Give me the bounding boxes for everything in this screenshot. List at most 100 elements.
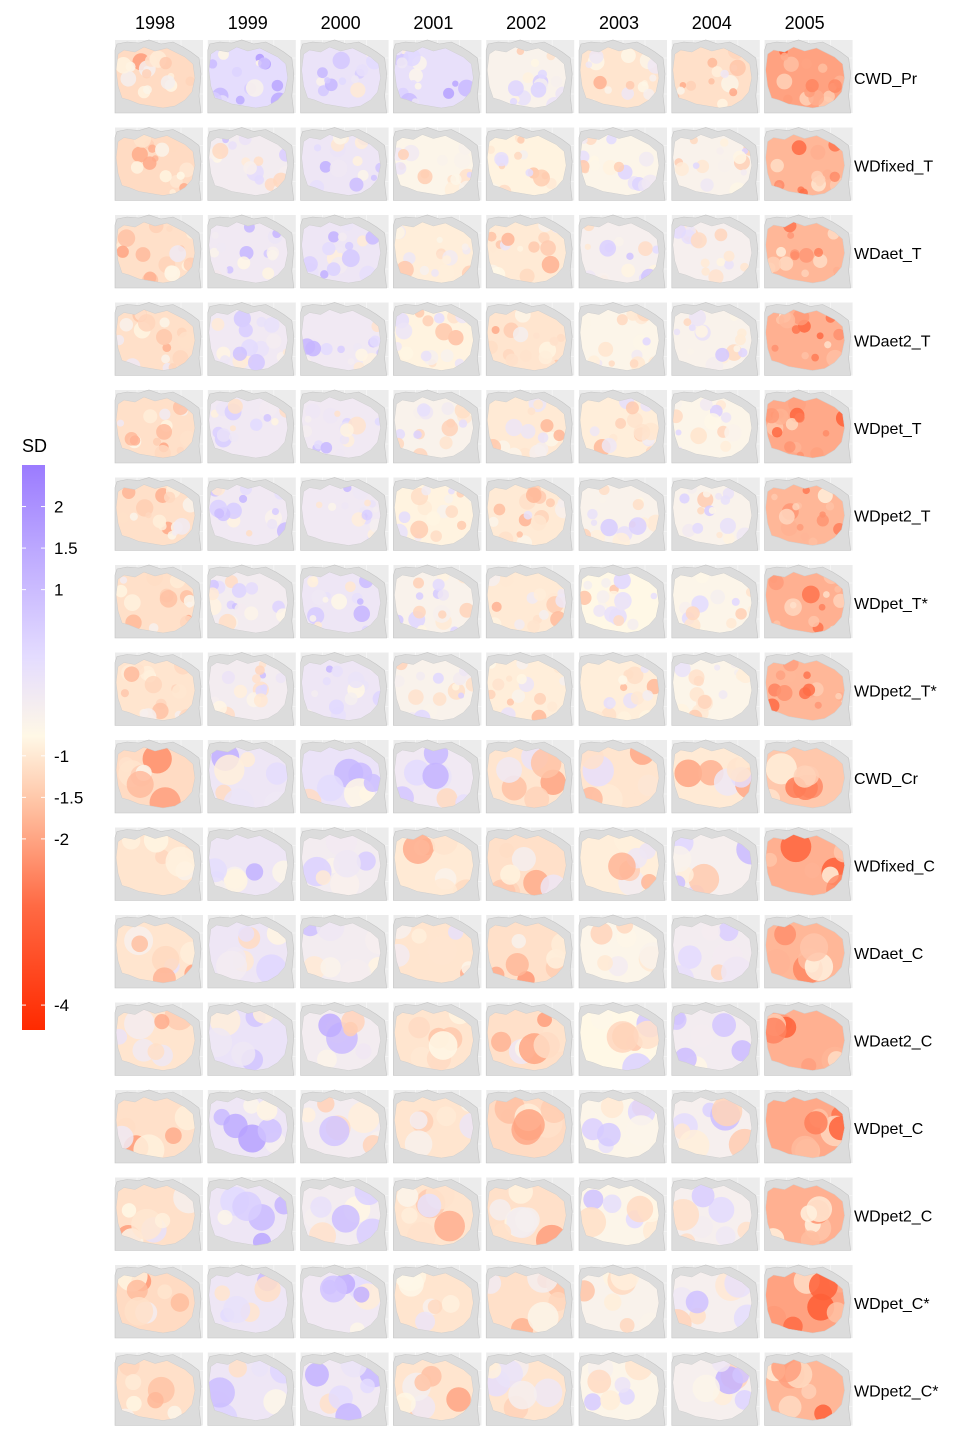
anomaly-cell <box>720 412 732 423</box>
anomaly-cell <box>135 247 151 262</box>
anomaly-cell <box>724 259 734 270</box>
anomaly-cell <box>161 354 170 364</box>
color-legend: SD 2 1.5 1 -1 -1.5 -2 -4 <box>22 436 83 1030</box>
anomaly-cell <box>439 436 453 450</box>
legend-tick-label: -1.5 <box>54 788 83 807</box>
anomaly-cell <box>152 437 162 446</box>
anomaly-cell <box>320 342 333 356</box>
map-panel <box>764 477 853 551</box>
basin-outline <box>301 134 381 196</box>
anomaly-cell <box>162 343 172 353</box>
anomaly-cell <box>488 516 499 527</box>
anomaly-cell <box>404 1130 433 1158</box>
anomaly-cell <box>154 1212 171 1229</box>
anomaly-cell <box>714 228 728 242</box>
basin-outline <box>579 659 660 721</box>
anomaly-cell <box>493 503 506 516</box>
anomaly-cell <box>530 58 540 68</box>
map-panel <box>114 1002 203 1076</box>
anomaly-cell <box>802 683 816 697</box>
map-panel <box>114 1264 203 1339</box>
basin-outline <box>765 134 845 196</box>
basin-fill <box>394 659 474 721</box>
map-panel <box>114 1352 203 1426</box>
basin-outline <box>301 1271 381 1334</box>
basin-outline <box>394 484 474 546</box>
basin-outline <box>672 484 753 546</box>
anomaly-cell <box>417 403 431 417</box>
anomaly-cell <box>631 770 659 800</box>
anomaly-cell <box>422 315 434 327</box>
anomaly-cell <box>692 1374 720 1403</box>
anomaly-cell <box>714 664 721 671</box>
anomaly-cell <box>116 1028 128 1045</box>
anomaly-cell <box>613 834 646 854</box>
anomaly-cell <box>349 177 364 192</box>
anomaly-cell <box>435 323 453 341</box>
map-panel <box>393 652 482 726</box>
anomaly-cell <box>255 665 265 676</box>
anomaly-cell <box>116 419 125 427</box>
basin-outline <box>394 1184 474 1246</box>
basin-outline <box>672 834 753 896</box>
anomaly-cell <box>625 1115 657 1146</box>
basin-outline <box>394 834 474 896</box>
anomaly-cell <box>441 419 458 437</box>
basin-outline <box>579 834 660 896</box>
anomaly-cell <box>610 1272 640 1291</box>
map-panel <box>578 827 667 901</box>
anomaly-cell <box>804 862 821 879</box>
anomaly-cell <box>252 1009 275 1024</box>
basin-outline <box>115 134 196 196</box>
basin-outline <box>579 396 660 459</box>
basin-fill <box>672 134 752 196</box>
anomaly-cell <box>650 592 658 600</box>
anomaly-cell <box>397 149 409 160</box>
anomaly-cell <box>523 510 533 520</box>
map-panel <box>114 914 203 989</box>
anomaly-cell <box>581 166 589 174</box>
anomaly-cell <box>252 1232 272 1246</box>
basin-outline <box>765 1009 845 1071</box>
basin-outline <box>301 1009 381 1071</box>
map-panel <box>671 1264 760 1339</box>
basin-outline <box>579 921 660 984</box>
map-panel <box>671 1177 760 1251</box>
anomaly-cell <box>720 495 731 505</box>
anomaly-cell <box>604 1293 622 1311</box>
basin-outline <box>115 396 196 459</box>
basin-outline <box>765 1184 845 1246</box>
basin-outline <box>301 484 381 546</box>
basin-outline <box>208 1359 289 1421</box>
anomaly-cell <box>329 159 348 178</box>
anomaly-cell <box>770 158 784 173</box>
anomaly-cell <box>245 529 253 537</box>
map-panel <box>393 827 482 901</box>
basin-outline <box>394 396 474 459</box>
anomaly-cell <box>247 354 265 371</box>
anomaly-cell <box>685 80 697 91</box>
anomaly-cell <box>690 232 707 249</box>
map-panel <box>671 1352 760 1426</box>
map-panel <box>393 1352 482 1426</box>
anomaly-cell <box>682 523 696 538</box>
anomaly-cell <box>350 82 366 98</box>
anomaly-cell <box>170 1293 190 1312</box>
anomaly-cell <box>708 269 724 283</box>
basin-outline <box>115 46 196 109</box>
basin-outline <box>672 1359 753 1421</box>
legend-tick-label: -4 <box>54 996 69 1015</box>
anomaly-cell <box>394 429 406 440</box>
anomaly-cell <box>446 1387 471 1412</box>
anomaly-cell <box>427 935 457 965</box>
anomaly-cell <box>159 317 170 328</box>
anomaly-cell <box>551 932 567 957</box>
anomaly-cell <box>126 770 154 798</box>
basin-outline <box>208 834 289 896</box>
anomaly-cell <box>436 154 448 166</box>
anomaly-cell <box>813 253 828 268</box>
basin-outline <box>301 746 381 809</box>
anomaly-cell <box>227 398 243 414</box>
basin-outline <box>672 221 753 284</box>
anomaly-cell <box>117 229 136 247</box>
